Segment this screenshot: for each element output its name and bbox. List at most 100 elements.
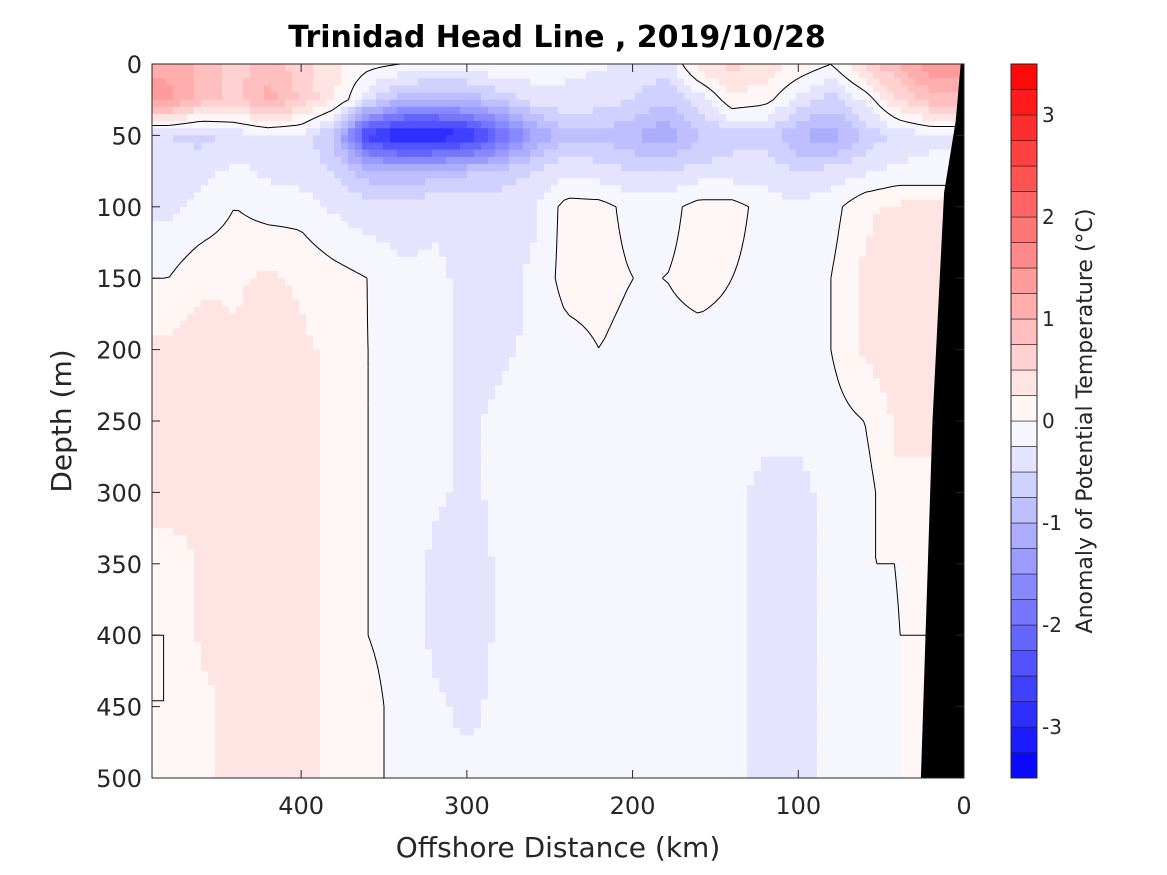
heatmap-cell (362, 92, 370, 101)
heatmap-cell (257, 121, 265, 129)
heatmap-cell (495, 192, 503, 201)
heatmap-cell (950, 106, 958, 115)
heatmap-cell (376, 335, 384, 344)
heatmap-cell (775, 206, 783, 215)
heatmap-cell (789, 149, 797, 158)
heatmap-cell (516, 71, 524, 79)
heatmap-cell (796, 106, 804, 115)
heatmap-cell (558, 185, 566, 194)
heatmap-cell (782, 228, 790, 236)
heatmap-cell (873, 221, 881, 229)
heatmap-cell (271, 299, 279, 308)
heatmap-cell (544, 128, 552, 136)
heatmap-cell (726, 328, 734, 336)
heatmap-cell (271, 149, 279, 158)
heatmap-cell (369, 299, 377, 308)
heatmap-cell (621, 356, 629, 365)
heatmap-cell (285, 99, 293, 108)
heatmap-cell (803, 363, 811, 372)
heatmap-cell (236, 313, 244, 322)
heatmap-cell (803, 135, 811, 144)
heatmap-cell (390, 263, 398, 272)
heatmap-cell (796, 328, 804, 336)
heatmap-cell (208, 78, 216, 87)
heatmap-cell (446, 171, 454, 179)
heatmap-cell (362, 342, 370, 351)
heatmap-cell (278, 285, 286, 294)
heatmap-cell (677, 256, 685, 265)
heatmap-cell (873, 64, 881, 72)
heatmap-cell (915, 199, 923, 208)
heatmap-cell (824, 149, 832, 158)
heatmap-cell (579, 349, 587, 358)
heatmap-cell (250, 206, 258, 215)
heatmap-cell (313, 313, 321, 322)
heatmap-cell (775, 299, 783, 308)
heatmap-cell (929, 313, 937, 322)
heatmap-cell (320, 335, 328, 344)
heatmap-cell (698, 285, 706, 294)
heatmap-cell (579, 85, 587, 94)
heatmap-cell (726, 356, 734, 365)
heatmap-cell (173, 299, 181, 308)
heatmap-cell (817, 356, 825, 365)
heatmap-cell (208, 235, 216, 244)
heatmap-cell (803, 249, 811, 258)
heatmap-cell (796, 335, 804, 344)
heatmap-cell (838, 256, 846, 265)
heatmap-cell (719, 163, 727, 172)
heatmap-cell (908, 171, 916, 179)
heatmap-cell (635, 113, 643, 122)
heatmap-cell (222, 121, 230, 129)
heatmap-cell (761, 121, 769, 129)
heatmap-cell (292, 163, 300, 172)
heatmap-cell (663, 113, 671, 122)
heatmap-cell (250, 299, 258, 308)
heatmap-cell (285, 142, 293, 151)
heatmap-cell (649, 342, 657, 351)
heatmap-cell (173, 71, 181, 79)
heatmap-cell (901, 85, 909, 94)
heatmap-cell (369, 135, 377, 144)
heatmap-cell (495, 121, 503, 129)
heatmap-cell (677, 349, 685, 358)
heatmap-cell (936, 263, 944, 272)
heatmap-cell (558, 149, 566, 158)
heatmap-cell (698, 256, 706, 265)
heatmap-cell (544, 135, 552, 144)
heatmap-cell (873, 71, 881, 79)
heatmap-cell (222, 99, 230, 108)
heatmap-cell (810, 99, 818, 108)
heatmap-cell (719, 178, 727, 186)
heatmap-cell (285, 228, 293, 236)
heatmap-cell (313, 249, 321, 258)
heatmap-cell (313, 271, 321, 279)
heatmap-cell (922, 64, 930, 72)
heatmap-cell (817, 106, 825, 115)
heatmap-cell (257, 342, 265, 351)
heatmap-cell (894, 328, 902, 336)
heatmap-cell (677, 128, 685, 136)
heatmap-cell (838, 92, 846, 101)
heatmap-cell (824, 349, 832, 358)
heatmap-cell (453, 271, 461, 279)
heatmap-cell (754, 128, 762, 136)
heatmap-cell (873, 85, 881, 94)
heatmap-cell (299, 192, 307, 201)
heatmap-cell (572, 271, 580, 279)
heatmap-cell (544, 335, 552, 344)
heatmap-cell (873, 271, 881, 279)
heatmap-cell (152, 228, 160, 236)
heatmap-cell (299, 321, 307, 329)
heatmap-cell (390, 171, 398, 179)
heatmap-cell (187, 342, 195, 351)
heatmap-cell (229, 163, 237, 172)
heatmap-cell (754, 85, 762, 94)
heatmap-cell (880, 149, 888, 158)
heatmap-cell (425, 113, 433, 122)
heatmap-cell (292, 192, 300, 201)
heatmap-cell (355, 363, 363, 372)
heatmap-cell (292, 349, 300, 358)
heatmap-cell (565, 221, 573, 229)
heatmap-cell (782, 92, 790, 101)
